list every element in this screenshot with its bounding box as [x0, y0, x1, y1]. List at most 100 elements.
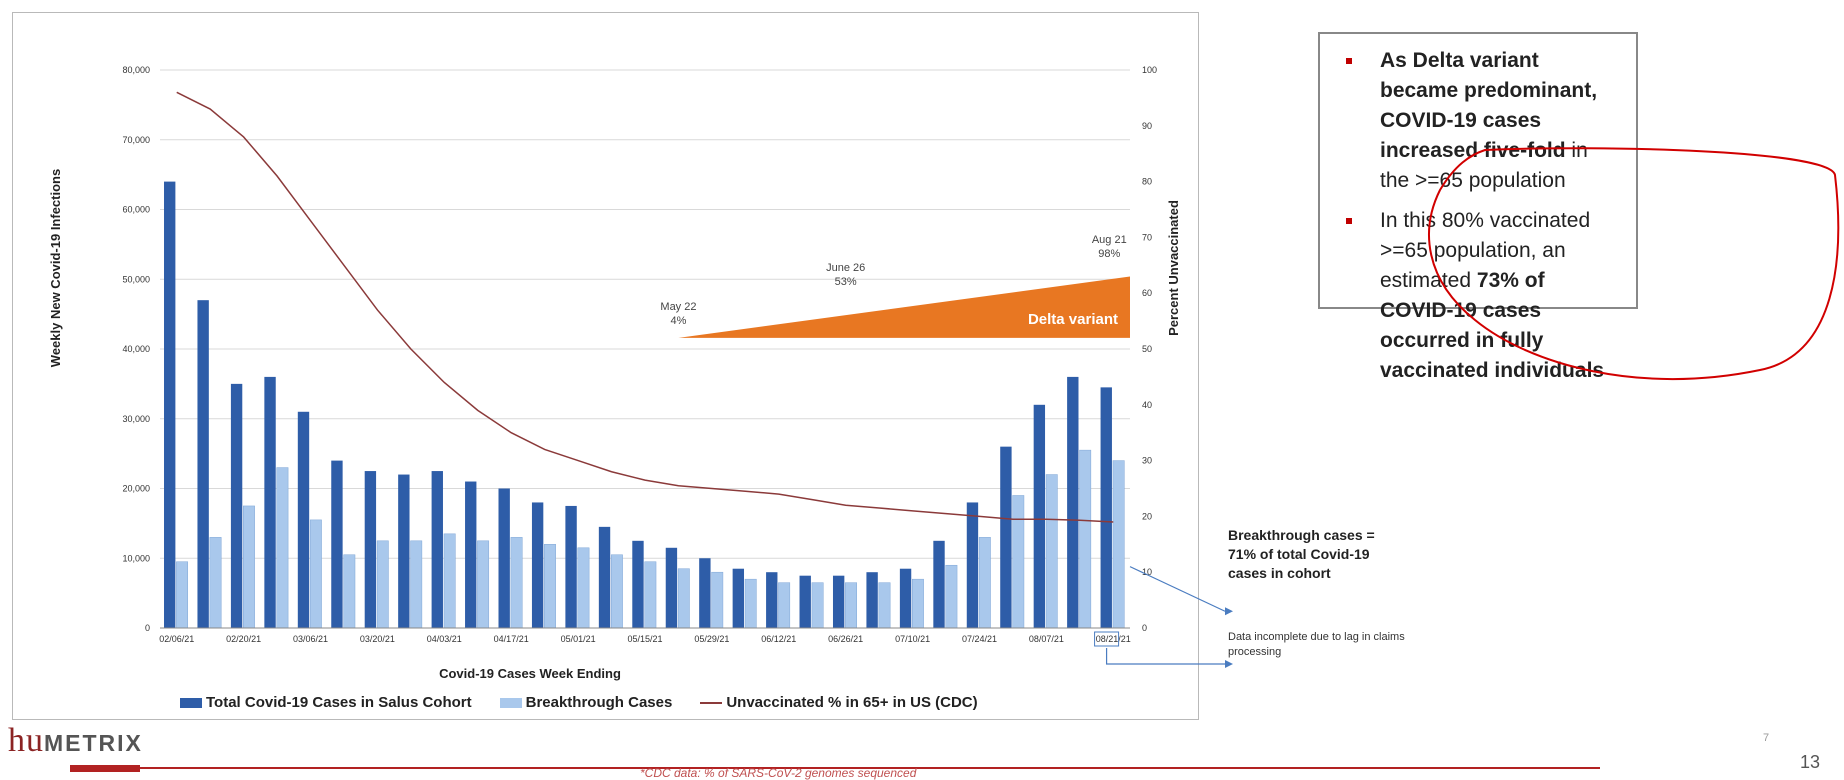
bar-total	[164, 181, 176, 628]
y-tick-label: 60,000	[122, 205, 150, 215]
delta-date-label: Aug 21	[1092, 234, 1127, 246]
y-tick-label: 50,000	[122, 274, 150, 284]
bar-breakthrough	[1112, 460, 1125, 629]
bar-total	[699, 558, 711, 628]
x-tick-label: 03/06/21	[293, 634, 328, 644]
x-tick-label: 07/24/21	[962, 634, 997, 644]
legend-swatch-breakthrough	[499, 697, 522, 708]
y-tick-label: 70,000	[122, 135, 150, 145]
incomplete-arrow	[1105, 648, 1225, 665]
bar-total	[1067, 376, 1079, 628]
legend-swatch-unvaccinated	[700, 701, 723, 704]
x-tick-label: 03/20/21	[360, 634, 395, 644]
chart-legend: Total Covid-19 Cases in Salus Cohort Bre…	[180, 694, 978, 711]
bar-breakthrough	[276, 467, 289, 629]
y-tick-label: 10,000	[122, 553, 150, 563]
x-tick-label: 05/29/21	[694, 634, 729, 644]
y-tick-label: 80,000	[122, 65, 150, 75]
bar-breakthrough	[711, 571, 724, 629]
y2-tick-label: 100	[1142, 65, 1157, 75]
bar-breakthrough	[1045, 474, 1058, 629]
bar-total	[1000, 446, 1012, 628]
bar-breakthrough	[309, 519, 322, 629]
bar-total	[230, 383, 243, 628]
bar-total	[899, 568, 912, 628]
y-tick-label: 0	[145, 623, 150, 633]
bar-breakthrough	[811, 582, 824, 629]
x-tick-label: 07/10/21	[895, 634, 930, 644]
finding-1-bold: increased five-fold	[1380, 139, 1566, 162]
bar-total	[866, 572, 878, 628]
legend-swatch-total	[180, 697, 202, 708]
x-tick-label: 08/21/21	[1096, 634, 1131, 644]
y2-tick-label: 50	[1142, 344, 1152, 354]
y2-tick-label: 20	[1142, 511, 1152, 521]
logo-hu: hu	[8, 722, 44, 759]
bar-breakthrough	[978, 537, 991, 629]
humetrix-logo: huMETRIX	[8, 722, 143, 760]
bar-breakthrough	[945, 564, 958, 629]
bar-total	[1100, 387, 1112, 628]
x-tick-label: 04/03/21	[427, 634, 462, 644]
bar-breakthrough	[243, 505, 255, 629]
bar-breakthrough	[744, 578, 757, 629]
bar-breakthrough	[677, 568, 690, 629]
bar-breakthrough	[577, 547, 590, 629]
bar-total	[565, 505, 577, 628]
finding-bullet-1: As Delta variant became predominant, COV…	[1336, 46, 1620, 196]
slide-number: 13	[1800, 752, 1821, 772]
y2-tick-label: 90	[1142, 121, 1152, 131]
logo-rest: METRIX	[44, 730, 143, 756]
bar-total	[966, 502, 979, 628]
cdc-footnote: *CDC data: % of SARS-CoV-2 genomes seque…	[640, 766, 917, 780]
y2-tick-label: 30	[1142, 456, 1152, 466]
bar-total	[665, 547, 678, 628]
incomplete-arrowhead	[1225, 660, 1233, 668]
y2-tick-label: 10	[1142, 567, 1152, 577]
breakthrough-arrow	[1129, 566, 1226, 612]
bar-total	[264, 376, 276, 628]
bar-breakthrough	[443, 533, 456, 629]
y2-tick-label: 0	[1142, 623, 1147, 633]
y2-tick-label: 80	[1142, 177, 1152, 187]
x-tick-label: 06/26/21	[828, 634, 863, 644]
y2-tick-label: 60	[1142, 288, 1152, 298]
bar-total	[732, 568, 745, 628]
y-tick-label: 20,000	[122, 484, 150, 494]
delta-variant-label: Delta variant	[1028, 311, 1118, 328]
bar-total	[431, 471, 443, 628]
delta-variant-wedge	[678, 276, 1130, 338]
breakthrough-callout: Breakthrough cases = 71% of total Covid-…	[1228, 527, 1375, 581]
bar-total	[1033, 404, 1046, 628]
delta-date-label: May 22	[660, 301, 696, 313]
x-tick-label: 04/17/21	[494, 634, 529, 644]
legend-item-breakthrough: Breakthrough Cases	[499, 694, 672, 711]
logo-accent-bar	[70, 765, 140, 772]
finding-1-pre: As Delta variant became predominant, COV…	[1380, 49, 1598, 132]
incomplete-highlight-box	[1094, 631, 1120, 647]
bar-breakthrough	[1079, 449, 1092, 629]
inner-slide-number: 7	[1763, 732, 1770, 744]
bar-breakthrough	[778, 582, 791, 629]
bar-total	[498, 488, 510, 628]
bar-breakthrough	[410, 540, 423, 629]
bar-total	[465, 481, 477, 628]
footer-rule	[140, 767, 1600, 769]
legend-item-unvaccinated: Unvaccinated % in 65+ in US (CDC)	[700, 694, 978, 711]
bar-total	[766, 572, 778, 628]
bar-total	[297, 411, 310, 628]
y2-tick-label: 40	[1142, 400, 1152, 410]
y2-tick-label: 70	[1142, 232, 1152, 242]
bar-breakthrough	[1012, 495, 1025, 629]
bar-total	[197, 300, 209, 628]
bar-total	[398, 474, 410, 628]
x-tick-label: 05/15/21	[627, 634, 662, 644]
bar-total	[331, 460, 343, 628]
data-incomplete-callout: Data incomplete due to lag in claims pro…	[1228, 631, 1405, 658]
x-tick-label: 02/20/21	[226, 634, 261, 644]
bar-breakthrough	[610, 554, 623, 629]
bar-breakthrough	[644, 561, 657, 629]
delta-pct-label: 4%	[670, 315, 686, 327]
bar-breakthrough	[845, 582, 857, 629]
bar-total	[598, 526, 611, 628]
